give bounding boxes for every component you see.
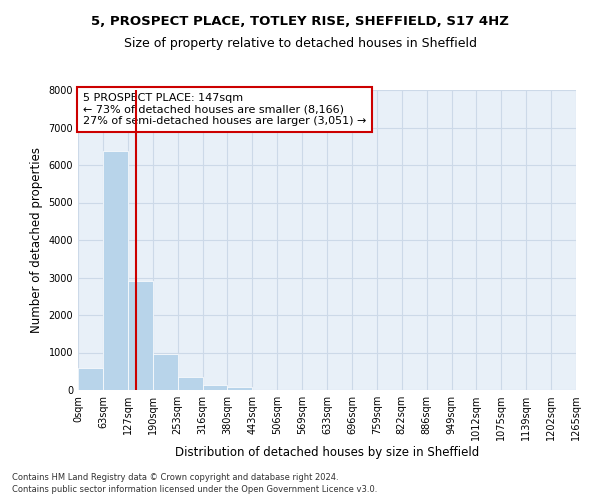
Bar: [103, 151, 128, 390]
Text: 5 PROSPECT PLACE: 147sqm
← 73% of detached houses are smaller (8,166)
27% of sem: 5 PROSPECT PLACE: 147sqm ← 73% of detach…: [83, 93, 367, 126]
Bar: [152, 354, 178, 390]
Text: Size of property relative to detached houses in Sheffield: Size of property relative to detached ho…: [124, 38, 476, 51]
Bar: [128, 280, 152, 390]
X-axis label: Distribution of detached houses by size in Sheffield: Distribution of detached houses by size …: [175, 446, 479, 459]
Bar: [178, 376, 203, 390]
Bar: [227, 387, 253, 390]
Bar: [203, 385, 227, 390]
Y-axis label: Number of detached properties: Number of detached properties: [30, 147, 43, 333]
Text: Contains public sector information licensed under the Open Government Licence v3: Contains public sector information licen…: [12, 485, 377, 494]
Text: Contains HM Land Registry data © Crown copyright and database right 2024.: Contains HM Land Registry data © Crown c…: [12, 474, 338, 482]
Text: 5, PROSPECT PLACE, TOTLEY RISE, SHEFFIELD, S17 4HZ: 5, PROSPECT PLACE, TOTLEY RISE, SHEFFIEL…: [91, 15, 509, 28]
Bar: [78, 368, 103, 390]
